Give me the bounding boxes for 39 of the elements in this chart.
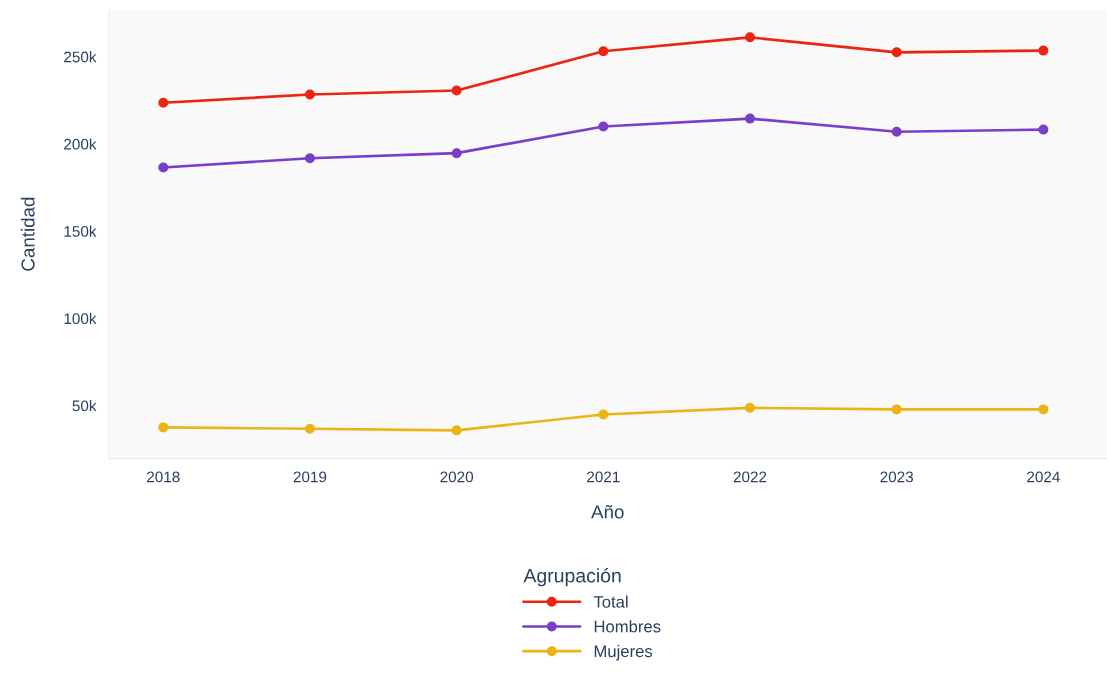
x-tick-label: 2020 xyxy=(440,471,474,483)
y-tick-label: 200k xyxy=(64,138,97,150)
y-axis-title: Cantidad xyxy=(20,197,35,271)
point xyxy=(451,85,462,96)
point xyxy=(598,409,609,420)
point xyxy=(304,423,315,434)
point xyxy=(598,46,609,57)
y-tick-label: 50k xyxy=(72,400,97,412)
legend-label: Total xyxy=(593,595,628,608)
x-tick-label: 2023 xyxy=(880,471,914,483)
point xyxy=(451,425,462,436)
point xyxy=(1038,45,1049,56)
x-tick-label: 2018 xyxy=(147,471,180,483)
point xyxy=(158,422,169,433)
legend-title: Agrupación xyxy=(523,568,621,587)
point xyxy=(598,121,609,132)
x-axis-title: Año xyxy=(591,504,624,519)
point xyxy=(1038,404,1049,415)
point xyxy=(304,153,315,164)
point xyxy=(158,97,169,108)
legend-label: Hombres xyxy=(594,620,661,633)
y-tick-label: 150k xyxy=(64,225,97,237)
legend-label: Mujeres xyxy=(594,644,653,661)
y-tick-label: 100k xyxy=(64,312,97,325)
point xyxy=(891,126,902,137)
point xyxy=(891,404,902,415)
y-tick-label: 250k xyxy=(64,51,97,63)
point xyxy=(745,113,756,124)
point xyxy=(891,47,902,58)
point xyxy=(745,402,756,413)
point xyxy=(304,89,315,100)
x-tick-label: 2021 xyxy=(587,471,620,483)
point xyxy=(451,148,462,159)
x-tick-label: 2024 xyxy=(1027,471,1060,483)
x-tick-label: 2019 xyxy=(293,471,327,483)
point xyxy=(158,162,169,173)
point xyxy=(745,32,756,43)
x-tick-label: 2022 xyxy=(733,471,767,483)
point xyxy=(1038,124,1049,135)
